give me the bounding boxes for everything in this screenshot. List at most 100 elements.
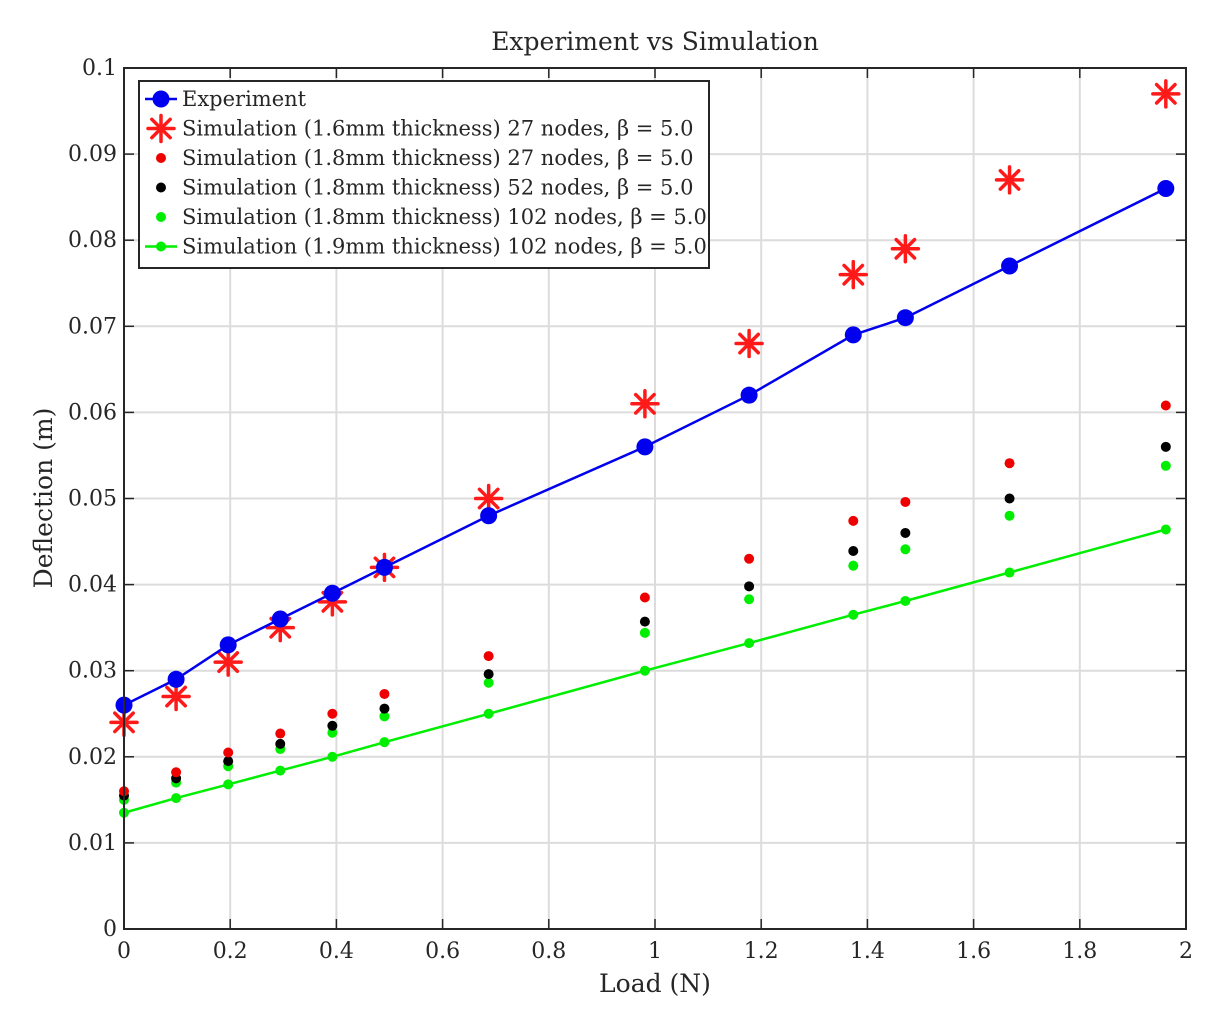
data-point — [167, 670, 185, 688]
data-point — [838, 259, 869, 290]
legend-entry: Simulation (1.8mm thickness) 102 nodes, … — [156, 205, 707, 229]
data-point — [848, 546, 859, 557]
asterisk-stroke — [150, 117, 172, 140]
x-tick-label: 0 — [117, 939, 131, 964]
y-tick-label: 0.08 — [68, 228, 117, 253]
data-point — [900, 527, 911, 538]
data-point — [223, 779, 234, 790]
legend-marker — [152, 90, 170, 108]
data-point — [900, 496, 911, 507]
data-point — [275, 765, 286, 776]
legend-label: Simulation (1.8mm thickness) 52 nodes, β… — [182, 176, 693, 200]
data-point — [890, 234, 921, 264]
y-tick-label: 0.04 — [68, 573, 117, 598]
x-tick-label: 0.2 — [213, 939, 248, 964]
data-point — [896, 309, 914, 327]
y-tick-label: 0.02 — [68, 745, 117, 770]
data-point — [473, 483, 504, 514]
data-point — [483, 669, 494, 680]
data-point — [213, 647, 243, 677]
legend: Experiment Simulation (1.6mm thickness) 2… — [138, 80, 710, 269]
data-point — [483, 677, 494, 688]
asterisk-stroke — [217, 651, 240, 674]
y-axis-title: Deflection (m) — [29, 408, 58, 589]
legend-entry: Experiment — [145, 87, 307, 111]
series-2 — [119, 400, 1171, 797]
data-point — [744, 638, 755, 649]
x-axis-title: Load (N) — [599, 969, 711, 998]
x-tick-label: 1 — [648, 939, 662, 964]
data-point — [171, 767, 182, 778]
y-tick-label: 0.05 — [68, 487, 117, 512]
x-tick-label: 1.6 — [956, 939, 991, 964]
data-point — [1004, 567, 1015, 578]
data-point — [375, 558, 393, 576]
data-point — [630, 389, 660, 419]
data-point — [639, 616, 650, 627]
data-point — [848, 515, 859, 526]
data-point — [740, 386, 758, 404]
data-point — [223, 747, 234, 758]
data-point — [744, 553, 755, 564]
y-tick-label: 0.06 — [68, 400, 117, 425]
asterisk-stroke — [1154, 82, 1177, 105]
asterisk-stroke — [165, 685, 188, 708]
x-tick-label: 0.6 — [425, 939, 460, 964]
asterisk-stroke — [894, 237, 917, 260]
data-point — [480, 507, 498, 525]
legend-entry: Simulation (1.8mm thickness) 52 nodes, β… — [156, 176, 693, 200]
data-point — [379, 737, 390, 748]
x-tick-label: 0.4 — [319, 939, 354, 964]
data-point — [1160, 441, 1171, 452]
data-point — [483, 708, 494, 719]
x-tick-label: 1.4 — [850, 939, 885, 964]
data-point — [379, 711, 390, 722]
data-point — [1157, 180, 1175, 198]
legend-entry: Simulation (1.8mm thickness) 27 nodes, β… — [156, 146, 693, 170]
data-point — [275, 728, 286, 739]
data-point — [271, 610, 289, 628]
x-tick-label: 1.2 — [744, 939, 779, 964]
legend-marker — [156, 212, 166, 222]
data-point — [639, 665, 650, 676]
data-point — [161, 681, 191, 712]
data-point — [744, 594, 755, 605]
data-point — [900, 595, 911, 606]
data-point — [327, 720, 338, 731]
data-point — [1160, 524, 1171, 535]
legend-label: Experiment — [182, 87, 307, 111]
asterisk-stroke — [633, 392, 656, 415]
series-3 — [119, 441, 1171, 801]
axis-ticks: 0 0.2 0.4 0.6 0.8 1 1.2 1.4 1.6 1.8 2 0 0.01 0.02 0.03… — [68, 56, 1193, 964]
legend-marker — [156, 182, 166, 193]
asterisk-stroke — [998, 168, 1021, 191]
x-tick-label: 1.8 — [1062, 939, 1097, 964]
data-point — [327, 727, 338, 738]
data-point — [636, 438, 654, 456]
legend-entry: Simulation (1.9mm thickness) 102 nodes, … — [145, 235, 707, 259]
data-point — [1001, 257, 1019, 275]
data-point — [848, 609, 859, 620]
series-5 — [119, 524, 1171, 818]
y-tick-label: 0.07 — [68, 314, 117, 339]
legend-entry: Simulation (1.6mm thickness) 27 nodes, β… — [146, 113, 693, 144]
data-point — [223, 756, 234, 767]
x-tick-label: 0.8 — [531, 939, 566, 964]
data-point — [639, 627, 650, 638]
series-0 — [115, 180, 1175, 714]
data-point — [994, 165, 1025, 195]
data-point — [219, 636, 237, 654]
data-point — [1004, 493, 1015, 504]
data-point — [848, 560, 859, 571]
data-point — [744, 581, 755, 592]
data-point — [639, 592, 650, 603]
asterisk-stroke — [477, 487, 500, 510]
data-point — [734, 328, 764, 359]
legend-marker — [146, 113, 176, 144]
data-point — [379, 688, 390, 699]
x-tick-label: 2 — [1179, 939, 1193, 964]
series-1 — [109, 79, 1181, 738]
data-point — [379, 703, 390, 714]
data-point — [275, 738, 286, 749]
